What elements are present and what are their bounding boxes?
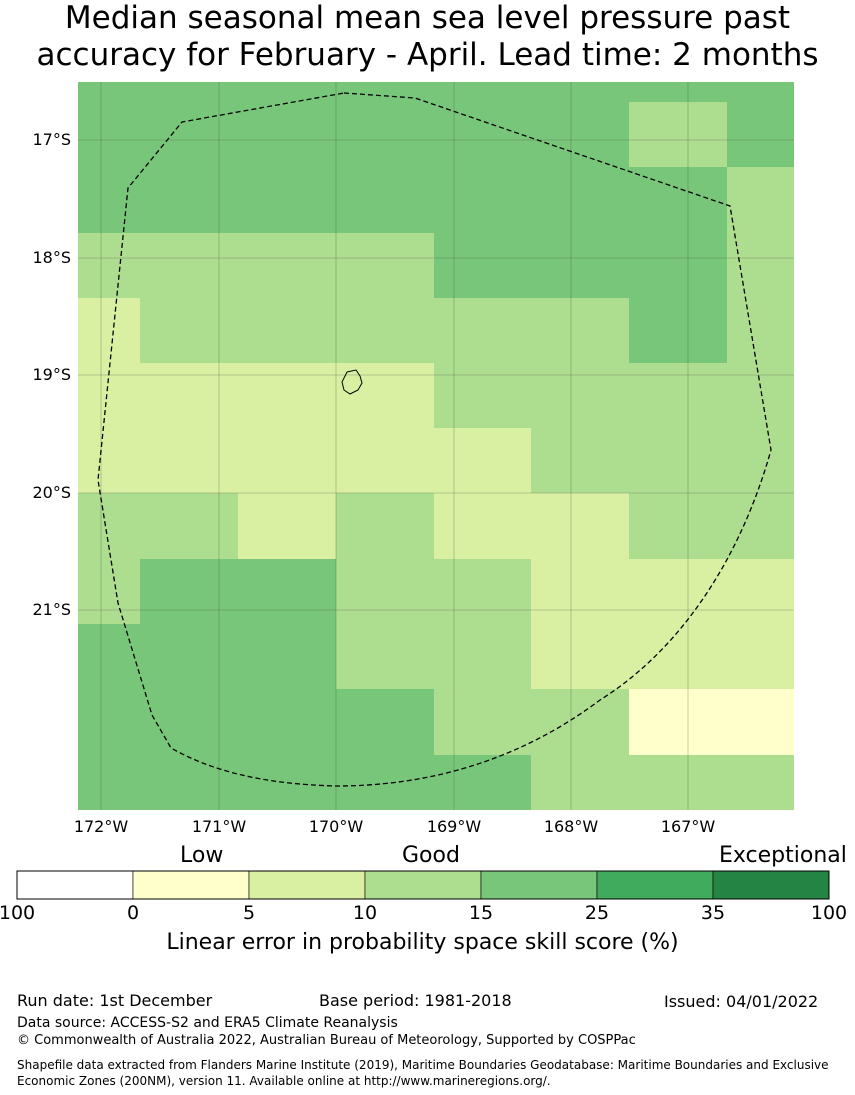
colorbar-swatch (132, 870, 250, 900)
grid-cell (78, 363, 434, 428)
eez-boundary (97, 92, 772, 787)
lat-label: 18°S (32, 248, 71, 267)
category-good: Good (402, 843, 460, 868)
grid-cell (531, 559, 794, 624)
lon-label: 170°W (309, 817, 364, 836)
grid-cell (78, 298, 140, 363)
shapefile-credit: Shapefile data extracted from Flanders M… (17, 1058, 829, 1088)
colorbar-frame (16, 870, 830, 900)
issued-date: Issued: 04/01/2022 (664, 992, 819, 1011)
data-source: Data source: ACCESS-S2 and ERA5 Climate … (17, 1015, 398, 1031)
longitude-labels: 172°W 171°W 170°W 169°W 168°W 167°W (74, 817, 716, 836)
lat-label: 20°S (32, 483, 71, 502)
colorbar-swatch (596, 870, 714, 900)
grid-cell (434, 363, 794, 428)
colorbar-tick: 0 (126, 902, 140, 924)
grid-cell (434, 493, 629, 559)
skill-score-map: 17°S 18°S 19°S 20°S 21°S 172°W 171°W 170… (32, 82, 794, 836)
colorbar-tick: 35 (700, 902, 726, 924)
lat-label: 17°S (32, 130, 71, 149)
grid-cell (140, 298, 629, 363)
colorbar-tick: 15 (468, 902, 494, 924)
colorbar-axis-label: Linear error in probability space skill … (166, 930, 679, 955)
map-title: Median seasonal mean sea level pressure … (0, 0, 855, 74)
grid-cell (336, 493, 434, 559)
grid-cell (727, 167, 794, 233)
colorbar-tick: 5 (242, 902, 256, 924)
colorbar-swatches (16, 870, 830, 900)
copyright: © Commonwealth of Australia 2022, Austra… (17, 1033, 636, 1048)
category-exceptional: Exceptional (719, 843, 847, 868)
grid-cell (727, 233, 794, 298)
grid-cell (531, 624, 794, 689)
colorbar-tick: 25 (584, 902, 610, 924)
colorbar-tick: 100 (810, 902, 848, 924)
grid-cell (78, 428, 531, 493)
run-date: Run date: 1st December (17, 991, 213, 1010)
title-line-1: Median seasonal mean sea level pressure … (64, 0, 791, 36)
grid-cell (78, 559, 140, 624)
colorbar-swatch (248, 870, 366, 900)
base-period: Base period: 1981-2018 (319, 991, 512, 1010)
colorbar-swatch (712, 870, 830, 900)
grid-cell (629, 102, 727, 167)
colorbar-swatch (480, 870, 598, 900)
grid-cell (531, 755, 794, 810)
grid-cell (336, 624, 531, 689)
island-outline (341, 369, 363, 395)
grid-cell (78, 493, 238, 559)
skill-grid (78, 82, 794, 810)
colorbar-swatch (16, 870, 134, 900)
colorbar-tick: 10 (352, 902, 378, 924)
grid-cell (78, 233, 434, 298)
lon-label: 172°W (74, 817, 129, 836)
grid-cell (629, 493, 794, 559)
lon-label: 167°W (661, 817, 716, 836)
grid-cell (629, 689, 794, 755)
lon-label: 168°W (544, 817, 599, 836)
grid-cell (238, 493, 336, 559)
title-line-2: accuracy for February - April. Lead time… (36, 37, 819, 73)
lat-label: 19°S (32, 365, 71, 384)
lat-label: 21°S (32, 600, 71, 619)
category-low: Low (180, 843, 224, 868)
lon-label: 171°W (192, 817, 247, 836)
colorbar (16, 870, 830, 900)
colorbar-tick: 100 (0, 902, 36, 924)
grid-cell (531, 428, 794, 493)
grid-cell (727, 298, 794, 363)
grid-cell (434, 689, 629, 755)
lon-label: 169°W (427, 817, 482, 836)
grid-cell (336, 559, 531, 624)
graticule (78, 82, 794, 810)
colorbar-swatch (364, 870, 482, 900)
latitude-labels: 17°S 18°S 19°S 20°S 21°S (32, 130, 71, 619)
